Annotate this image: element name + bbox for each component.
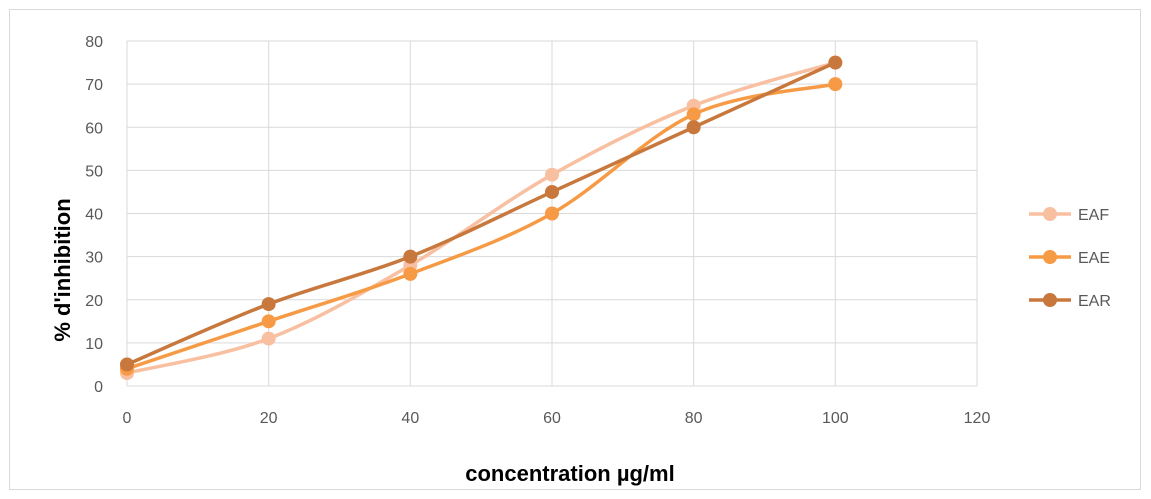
x-tick-label: 80 (685, 410, 703, 427)
data-point-ear-100 (828, 55, 843, 70)
series-line-ear (125, 60, 838, 367)
chart-frame (9, 9, 1141, 490)
legend: EAF EAE EAR (1029, 207, 1111, 310)
data-point-ear-80 (686, 120, 701, 135)
legend-swatch-marker (1043, 250, 1057, 264)
series-line-eae (125, 82, 838, 371)
y-tick-label: 50 (85, 163, 103, 180)
y-tick-label: 10 (85, 336, 103, 353)
legend-label: EAR (1078, 293, 1111, 310)
data-point-eaf-20 (261, 331, 276, 346)
data-point-eae-20 (261, 314, 276, 329)
x-tick-label: 60 (543, 410, 561, 427)
x-tick-label: 100 (822, 410, 849, 427)
y-tick-label: 0 (94, 379, 103, 396)
y-axis-title: % d'inhibition (50, 198, 75, 341)
x-tick-label: 120 (964, 410, 991, 427)
y-tick-label: 30 (85, 250, 103, 267)
x-tick-label: 20 (260, 410, 278, 427)
data-point-ear-40 (403, 249, 418, 264)
data-point-ear-0 (120, 357, 134, 372)
series-eaf (120, 55, 843, 381)
legend-item-ear: EAR (1029, 293, 1111, 310)
legend-label: EAE (1078, 250, 1110, 267)
x-tick-labels: 0 20 40 60 80 100 120 (123, 410, 991, 427)
y-tick-label: 80 (85, 34, 103, 51)
series-line-eaf (125, 60, 838, 375)
legend-item-eae: EAE (1029, 250, 1110, 267)
series-group (120, 55, 843, 381)
x-tick-label: 40 (401, 410, 419, 427)
series-ear (120, 55, 843, 372)
data-point-eaf-60 (545, 167, 559, 182)
legend-item-eaf: EAF (1029, 207, 1109, 224)
data-point-eae-100 (828, 77, 843, 92)
y-tick-label: 70 (85, 77, 103, 94)
legend-label: EAF (1078, 207, 1109, 224)
data-point-ear-20 (261, 297, 276, 312)
legend-swatch-marker (1043, 207, 1057, 221)
x-axis-title: concentration µg/ml (465, 461, 674, 486)
data-point-ear-60 (545, 184, 559, 199)
data-point-eae-40 (403, 266, 418, 281)
x-tick-label: 0 (123, 410, 132, 427)
data-point-eae-80 (686, 107, 701, 122)
legend-swatch-marker (1043, 293, 1057, 307)
y-tick-label: 20 (85, 293, 103, 310)
data-point-eae-60 (545, 206, 559, 221)
y-tick-label: 40 (85, 207, 103, 224)
y-tick-label: 60 (85, 120, 103, 137)
y-tick-labels: 0 10 20 30 40 50 60 70 80 (85, 34, 103, 396)
